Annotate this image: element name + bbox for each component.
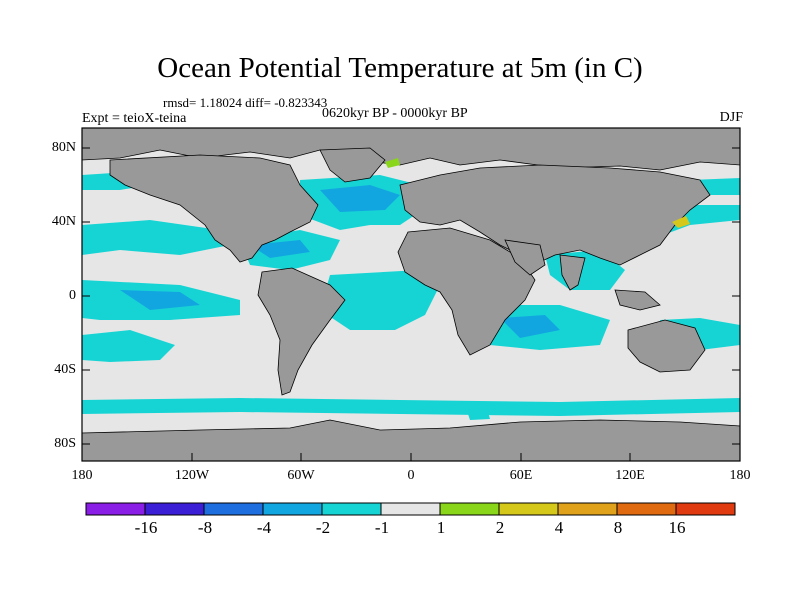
experiment-label: Expt = teioX-teina	[82, 111, 187, 126]
x-label-0: 0	[407, 468, 415, 483]
period-label: 0620kyr BP - 0000kyr BP	[322, 106, 468, 121]
season-label: DJF	[719, 110, 743, 125]
y-label-40s: 40S	[54, 362, 76, 377]
colorbar-label-2: 2	[495, 518, 505, 537]
colorbar-label-16: 16	[668, 518, 686, 537]
cooler-anomalies	[120, 185, 560, 338]
warm-anomalies	[385, 158, 690, 420]
colorbar-label-m16: -16	[134, 518, 158, 537]
stats-text: rmsd= 1.18024 diff= -0.823343	[163, 95, 328, 110]
x-label-120w: 120W	[174, 468, 210, 483]
colorbar-label-1: 1	[436, 518, 446, 537]
x-label-180w: 180	[71, 468, 93, 483]
x-label-60w: 60W	[287, 468, 315, 483]
colorbar-label-4: 4	[554, 518, 564, 537]
y-label-80n: 80N	[51, 140, 76, 155]
y-label-0: 0	[69, 288, 76, 303]
x-label-60e: 60E	[509, 468, 533, 483]
colorbar-label-8: 8	[613, 518, 623, 537]
x-label-180e: 180	[729, 468, 751, 483]
y-label-80s: 80S	[54, 436, 76, 451]
y-label-40n: 40N	[51, 214, 76, 229]
colorbar-label-m8: -8	[197, 518, 213, 537]
x-label-120e: 120E	[615, 468, 645, 483]
plot-title: Ocean Potential Temperature at 5m (in C)	[157, 52, 643, 84]
land-masses	[81, 127, 741, 462]
colorbar-label-m2: -2	[315, 518, 331, 537]
colorbar-label-m4: -4	[256, 518, 272, 537]
axis-ticks	[81, 147, 741, 461]
colorbar-label-m1: -1	[374, 518, 390, 537]
